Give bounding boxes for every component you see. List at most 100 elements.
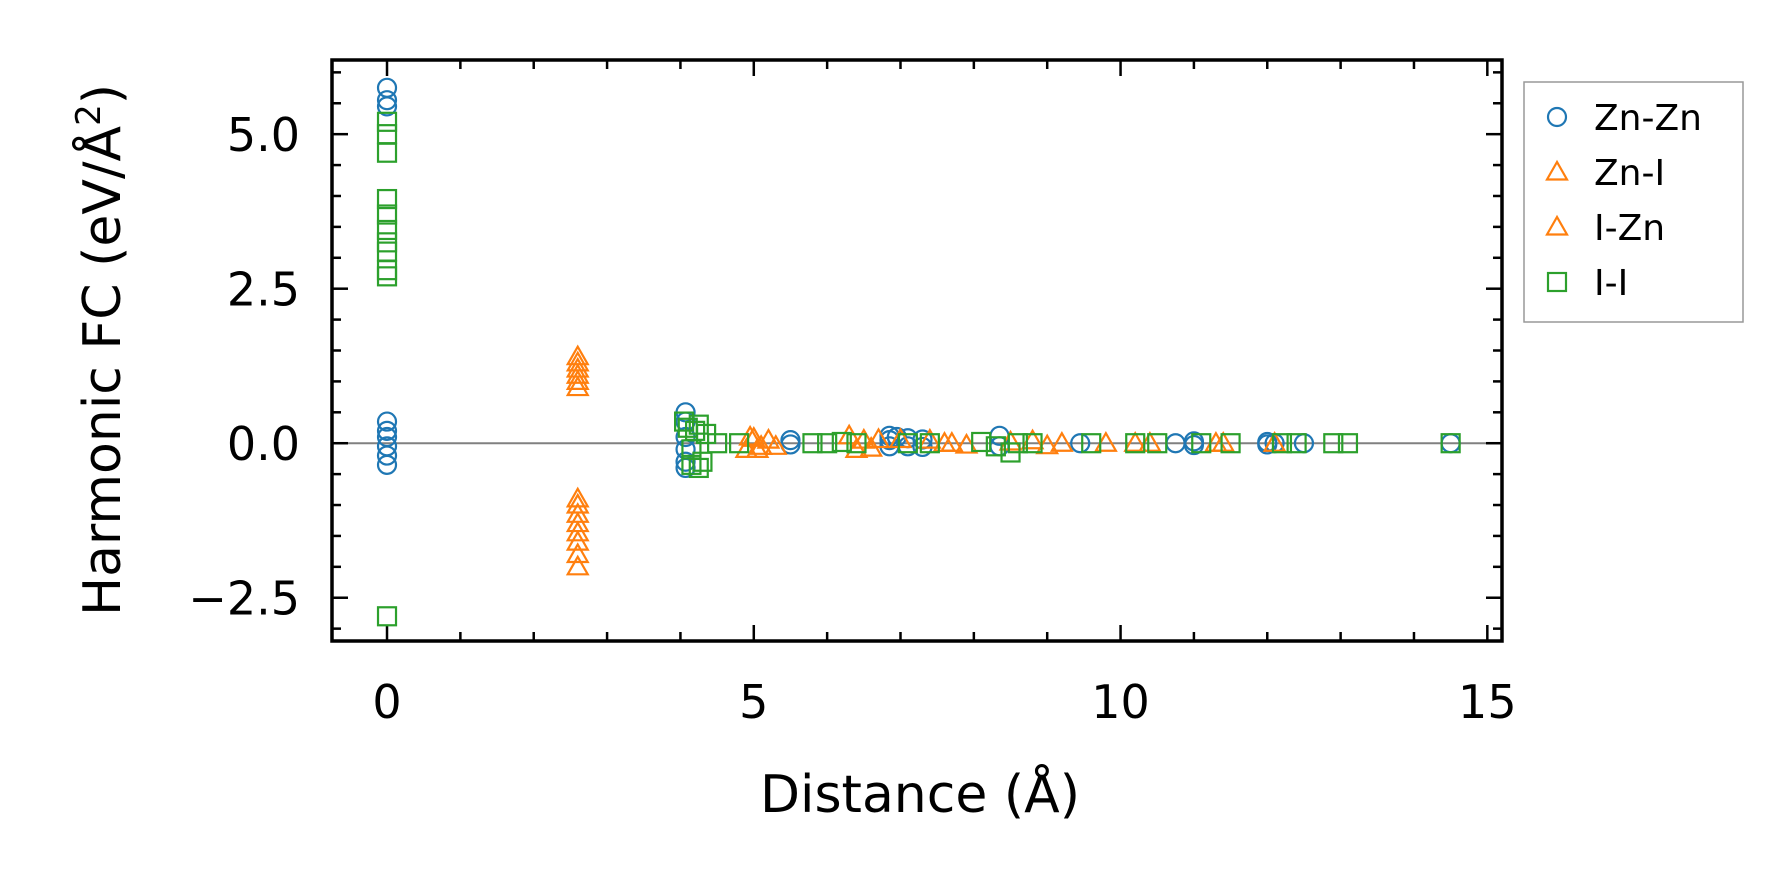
point-i-i (376, 204, 398, 225)
point-zn-i (565, 542, 590, 564)
point-i-i (376, 266, 398, 287)
legend-marker-zn-zn (1546, 106, 1568, 128)
legend-marker-i-i (1546, 271, 1568, 293)
point-zn-zn (1183, 434, 1205, 456)
point-zn-i (565, 363, 590, 384)
series-zn-i (565, 344, 1287, 576)
point-zn-i (565, 554, 590, 576)
point-i-i (376, 188, 398, 210)
point-i-zn (749, 434, 774, 455)
point-i-i (707, 433, 728, 454)
point-i-i (1337, 433, 1359, 454)
y-tick-label: 2.5 (227, 263, 300, 317)
point-zn-i (565, 350, 590, 372)
point-zn-zn (1070, 433, 1091, 454)
data-points (376, 77, 1461, 627)
x-tick-label: 10 (1091, 675, 1150, 729)
point-zn-i (565, 344, 590, 366)
point-zn-zn (376, 90, 398, 111)
x-tick-label: 15 (1458, 675, 1517, 729)
point-i-i (376, 606, 398, 627)
legend-marker-zn-i (1545, 159, 1569, 181)
series-i-i (376, 111, 1461, 627)
point-zn-zn (1257, 434, 1278, 455)
legend-label-i-i: I-I (1594, 263, 1628, 304)
y-tick-label: 0.0 (227, 417, 300, 471)
plot-frame (330, 58, 1504, 643)
point-i-i (376, 111, 398, 132)
point-i-i (817, 433, 838, 454)
tick-labels: 0 5 10 15 −2.5 0.0 2.5 5.0 (188, 108, 1516, 729)
y-axis-label: Harmonic FC (eV/Å2) (69, 84, 133, 616)
point-i-i (1323, 433, 1344, 454)
point-zn-i (565, 375, 590, 397)
point-zn-zn (376, 445, 398, 466)
legend-label-zn-i: Zn-I (1594, 153, 1665, 194)
point-i-i (681, 454, 702, 475)
point-zn-i (565, 520, 590, 542)
point-i-i (1081, 433, 1102, 454)
y-axis-label-close: ) (73, 84, 133, 104)
point-i-i (376, 124, 398, 145)
point-i-i (376, 260, 398, 281)
legend-marker-i-zn (1545, 214, 1569, 236)
point-zn-i (565, 356, 590, 378)
y-axis-label-main: Harmonic FC (eV/Å (71, 125, 133, 616)
x-axis-label: Distance (Å) (760, 763, 1080, 825)
legend: Zn-Zn Zn-I I-Zn I-I (1523, 81, 1744, 323)
point-zn-zn (376, 411, 398, 432)
point-i-i (1191, 433, 1212, 454)
point-i-i (729, 433, 750, 454)
point-zn-zn (780, 430, 801, 451)
point-i-i (1286, 433, 1307, 454)
point-zn-i (851, 427, 876, 449)
point-i-i (971, 431, 992, 453)
point-i-i (1125, 433, 1146, 454)
x-tick-label: 5 (739, 675, 768, 729)
point-zn-i (1093, 430, 1118, 452)
major-ticks (332, 60, 1502, 641)
point-zn-i (1262, 430, 1287, 452)
point-i-i (1440, 433, 1461, 454)
x-tick-label: 0 (372, 675, 401, 729)
point-zn-i (888, 427, 913, 449)
legend-box (1523, 81, 1744, 323)
point-i-i (688, 457, 709, 479)
point-i-i (1147, 433, 1168, 454)
point-i-zn (1049, 430, 1074, 452)
point-zn-i (917, 427, 942, 449)
point-i-i (376, 142, 398, 163)
y-tick-label: 5.0 (227, 108, 300, 162)
point-i-i (685, 420, 706, 441)
point-i-i (919, 433, 940, 454)
point-i-i (831, 431, 852, 453)
point-i-i (846, 433, 867, 454)
point-zn-zn (376, 96, 398, 117)
point-zn-zn (376, 420, 398, 441)
point-i-i (1220, 433, 1241, 454)
point-i-zn (1123, 430, 1148, 452)
point-zn-i (565, 369, 590, 391)
point-zn-zn (675, 451, 696, 472)
point-zn-i (565, 529, 590, 551)
legend-label-i-zn: I-Zn (1594, 208, 1665, 249)
legend-label-zn-zn: Zn-Zn (1594, 98, 1702, 139)
point-i-i (1007, 433, 1028, 454)
series-zn-zn (376, 77, 1461, 479)
y-axis-label-sup: 2 (69, 104, 109, 126)
point-i-i (897, 433, 918, 454)
minor-ticks (332, 60, 1502, 641)
point-i-zn (939, 430, 964, 452)
point-i-zn (866, 427, 891, 449)
point-i-i (985, 436, 1006, 457)
point-i-zn (734, 437, 759, 458)
point-i-i (376, 219, 398, 241)
point-zn-zn (376, 454, 398, 475)
point-i-i (1022, 433, 1043, 454)
y-tick-label: −2.5 (188, 572, 300, 626)
point-i-i (692, 451, 713, 472)
point-i-i (1271, 433, 1293, 454)
point-i-i (802, 433, 823, 454)
point-zn-i (763, 434, 788, 455)
